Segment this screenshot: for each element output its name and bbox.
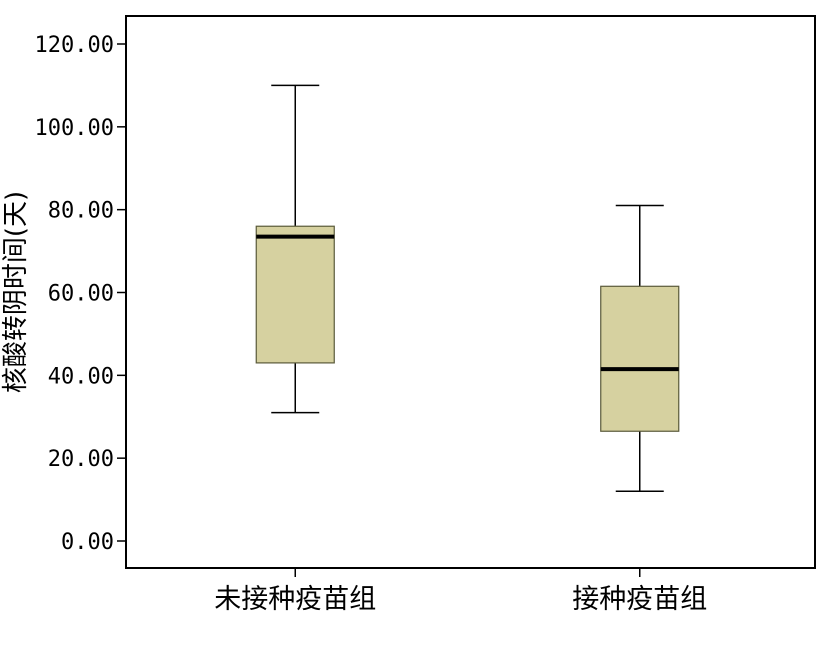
y-tick-label: 100.00 [35,116,114,141]
y-axis: 0.00 20.00 40.00 60.00 80.00 100.00 120.00 [35,33,126,555]
y-tick-label: 80.00 [48,199,114,224]
iqr-box [255,225,335,364]
y-tick-label: 60.00 [48,282,114,307]
y-tick-label: 120.00 [35,33,114,58]
box-group [255,84,335,414]
y-tick-label: 20.00 [48,447,114,472]
boxes-layer [255,84,680,493]
y-tick-label: 0.00 [61,530,114,555]
box-group [600,204,680,493]
plot-frame [125,15,816,569]
x-category-label: 接种疫苗组 [572,584,707,615]
y-axis-title: 核酸转阴时间(天) [1,191,31,393]
iqr-box [600,285,680,432]
x-category-label: 未接种疫苗组 [214,584,376,615]
y-tick-label: 40.00 [48,364,114,389]
x-axis-labels: 未接种疫苗组 接种疫苗组 [214,568,707,615]
